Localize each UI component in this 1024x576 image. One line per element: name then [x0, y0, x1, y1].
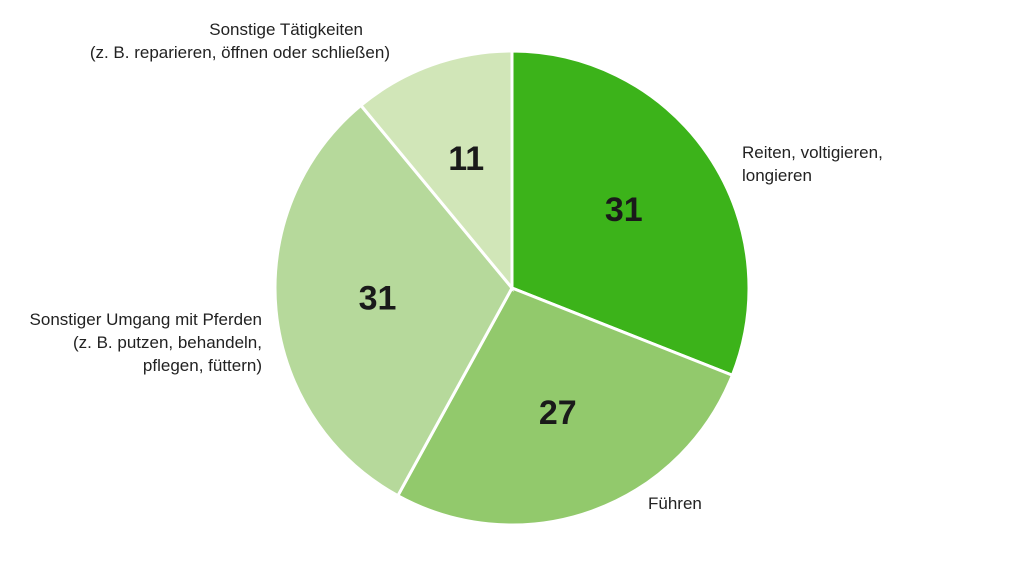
slice-label-line: longieren: [742, 166, 812, 185]
slice-label-line: (z. B. putzen, behandeln,: [73, 333, 262, 352]
slice-label: Reiten, voltigieren, longieren: [742, 143, 883, 185]
pie-slice: [358, 49, 514, 293]
slice-label-line: Reiten, voltigieren,: [742, 143, 883, 162]
value-label: 27: [539, 394, 577, 432]
slice-label-line: (z. B. reparieren, öffnen oder schließen…: [90, 43, 390, 62]
value-label: 31: [359, 280, 397, 318]
slice-label: Führen: [648, 494, 702, 513]
slice-label-line: pflegen, füttern): [143, 356, 262, 375]
value-label: 31: [605, 191, 643, 229]
slice-label-line: Führen: [648, 494, 702, 513]
slice-label: Sonstige Tätigkeiten (z. B. reparieren, ö…: [90, 20, 390, 62]
slice-label: Sonstiger Umgang mit Pferden (z. B. putze…: [30, 310, 262, 375]
pie-slice: [510, 49, 751, 378]
pie-slice: [273, 103, 514, 498]
pie-slice: [395, 286, 735, 527]
slice-label-line: Sonstiger Umgang mit Pferden: [30, 310, 262, 329]
slice-label-line: Sonstige Tätigkeiten: [209, 20, 363, 39]
value-label: 11: [448, 140, 484, 178]
